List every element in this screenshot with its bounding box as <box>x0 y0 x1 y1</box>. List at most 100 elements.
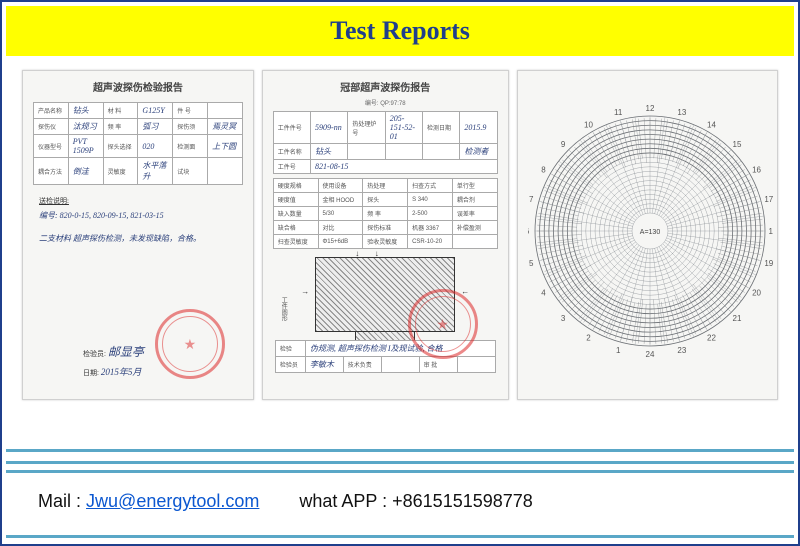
contact-bar: Mail : Jwu@energytool.com what APP : +86… <box>6 461 794 538</box>
svg-text:20: 20 <box>752 289 761 298</box>
divider-line <box>6 449 794 452</box>
table-cell: 2015.9 <box>460 112 497 144</box>
table-cell: 热处理炉号 <box>348 112 385 144</box>
svg-text:17: 17 <box>764 195 773 204</box>
doc1-note-label: 送检说明: <box>39 195 237 208</box>
table-cell: 补偿盈测 <box>452 221 497 235</box>
divider-line <box>6 535 794 538</box>
table-cell: S 340 <box>408 193 453 207</box>
contact-inner: Mail : Jwu@energytool.com what APP : +86… <box>6 470 794 538</box>
table-cell: 5/30 <box>318 207 363 221</box>
table-cell: 焉灵冥 <box>208 119 243 135</box>
table-cell: 技术负责 <box>343 357 381 373</box>
report-crown-ultrasonic: 冠部超声波探伤报告 编号: QP:97:78 工件件号 5909-nn 热处理炉… <box>262 70 509 400</box>
t-shape-head <box>315 257 455 332</box>
table-cell: 工件名称 <box>273 144 310 160</box>
table-cell: 倒洼 <box>68 158 103 185</box>
svg-text:16: 16 <box>752 166 761 175</box>
doc2-conclusion: 检验伪规测, 超声探伤检测 I及规试验, 合格 检验员 李敏木 技术负责 审 批 <box>275 336 496 377</box>
arrow-icon: ← <box>461 287 469 296</box>
table-cell: 020 <box>138 135 173 158</box>
svg-text:21: 21 <box>732 314 741 323</box>
table-cell: 检验 <box>275 341 305 357</box>
table-cell: CSR-10-20 <box>408 235 453 249</box>
table-cell: 检验员 <box>275 357 305 373</box>
table-cell <box>457 357 495 373</box>
svg-text:13: 13 <box>677 108 686 117</box>
table-cell: 硬度值 <box>273 193 318 207</box>
svg-text:6: 6 <box>528 227 530 236</box>
table-cell: 821-08-15 <box>311 160 498 174</box>
svg-text:9: 9 <box>560 140 565 149</box>
doc1-body: 送检说明: 编号: 820-0-15, 820-09-15, 821-03-15… <box>23 189 253 253</box>
table-cell: 检测面 <box>173 135 208 158</box>
table-cell: 产品名称 <box>33 103 68 119</box>
doc1-signature: 邮显亭 <box>108 345 144 359</box>
svg-text:1: 1 <box>615 346 620 355</box>
table-cell: 钻头 <box>311 144 348 160</box>
table-cell <box>208 103 243 119</box>
doc1-note-line: 二支材料 超声探伤检测，未发现缺陷，合格。 <box>39 231 237 246</box>
svg-text:8: 8 <box>541 166 546 175</box>
svg-text:14: 14 <box>707 120 716 129</box>
svg-text:19: 19 <box>764 259 773 268</box>
table-cell: 热处理 <box>363 179 408 193</box>
arrow-icon: → <box>301 287 309 296</box>
table-cell: 2-500 <box>408 207 453 221</box>
table-cell <box>208 158 243 185</box>
table-cell: 汰规习 <box>68 119 103 135</box>
table-cell: 验收灵敏度 <box>363 235 408 249</box>
svg-text:7: 7 <box>529 195 534 204</box>
table-cell: 工件件号 <box>273 112 310 144</box>
table-cell: 5909-nn <box>311 112 348 144</box>
table-cell: 探伤仪 <box>33 119 68 135</box>
table-cell: 李敏木 <box>305 357 343 373</box>
mail-block: Mail : Jwu@energytool.com <box>38 491 259 512</box>
svg-text:5: 5 <box>529 259 534 268</box>
table-cell: 单行型 <box>452 179 497 193</box>
svg-text:2: 2 <box>586 334 591 343</box>
table-cell: G125Y <box>138 103 173 119</box>
table-cell: 205-151-52-01 <box>385 112 422 144</box>
table-cell: 使用设备 <box>318 179 363 193</box>
svg-text:18: 18 <box>768 227 772 236</box>
doc1-signature-block: 检验员: 邮显亭 日期: 2015年5月 <box>83 341 144 381</box>
doc2-header-table: 工件件号 5909-nn 热处理炉号 205-151-52-01 检测日期 20… <box>273 111 498 174</box>
page-title: Test Reports <box>330 16 470 45</box>
mail-label: Mail : <box>38 491 81 511</box>
svg-text:12: 12 <box>645 104 654 113</box>
arrow-icon: ↓ ↓ <box>355 249 379 258</box>
doc2-subtitle: 编号: QP:97:78 <box>263 98 508 107</box>
table-cell: 扫查方式 <box>408 179 453 193</box>
mail-link[interactable]: Jwu@energytool.com <box>86 491 259 511</box>
table-cell: 硬度规格 <box>273 179 318 193</box>
table-cell: 缺合格 <box>273 221 318 235</box>
doc2-spec-table: 硬度规格使用设备热处理扫查方式单行型 硬度值金相 HOOD探头S 340耦合剂 … <box>273 178 498 249</box>
table-cell: 伪规测, 超声探伤检测 I及规试验, 合格 <box>305 341 495 357</box>
svg-text:10: 10 <box>584 120 593 129</box>
table-cell: 误差率 <box>452 207 497 221</box>
doc2-bottom-table: 检验伪规测, 超声探伤检测 I及规试验, 合格 检验员 李敏木 技术负责 审 批 <box>275 340 496 373</box>
table-cell: Φ15+6dB <box>318 235 363 249</box>
table-cell: 频 率 <box>363 207 408 221</box>
table-cell: 上下圆 <box>208 135 243 158</box>
table-cell: 探头选择 <box>103 135 138 158</box>
whatsapp-number: +8615151598778 <box>392 491 533 511</box>
doc1-date-label: 日期: <box>83 370 99 377</box>
table-cell: 工件号 <box>273 160 310 174</box>
svg-text:24: 24 <box>645 350 654 359</box>
table-cell <box>385 144 422 160</box>
table-cell: 材 料 <box>103 103 138 119</box>
table-cell: 耦合剂 <box>452 193 497 207</box>
table-cell: 耦合方法 <box>33 158 68 185</box>
table-cell: 扫查灵敏度 <box>273 235 318 249</box>
table-cell: 探头 <box>363 193 408 207</box>
official-stamp-icon <box>155 309 225 379</box>
table-cell: 件 号 <box>173 103 208 119</box>
table-cell: 仪器型号 <box>33 135 68 158</box>
table-cell: 审 批 <box>419 357 457 373</box>
svg-text:23: 23 <box>677 346 686 355</box>
svg-text:A=130: A=130 <box>639 229 660 236</box>
svg-text:22: 22 <box>707 334 716 343</box>
table-cell: 频 率 <box>103 119 138 135</box>
